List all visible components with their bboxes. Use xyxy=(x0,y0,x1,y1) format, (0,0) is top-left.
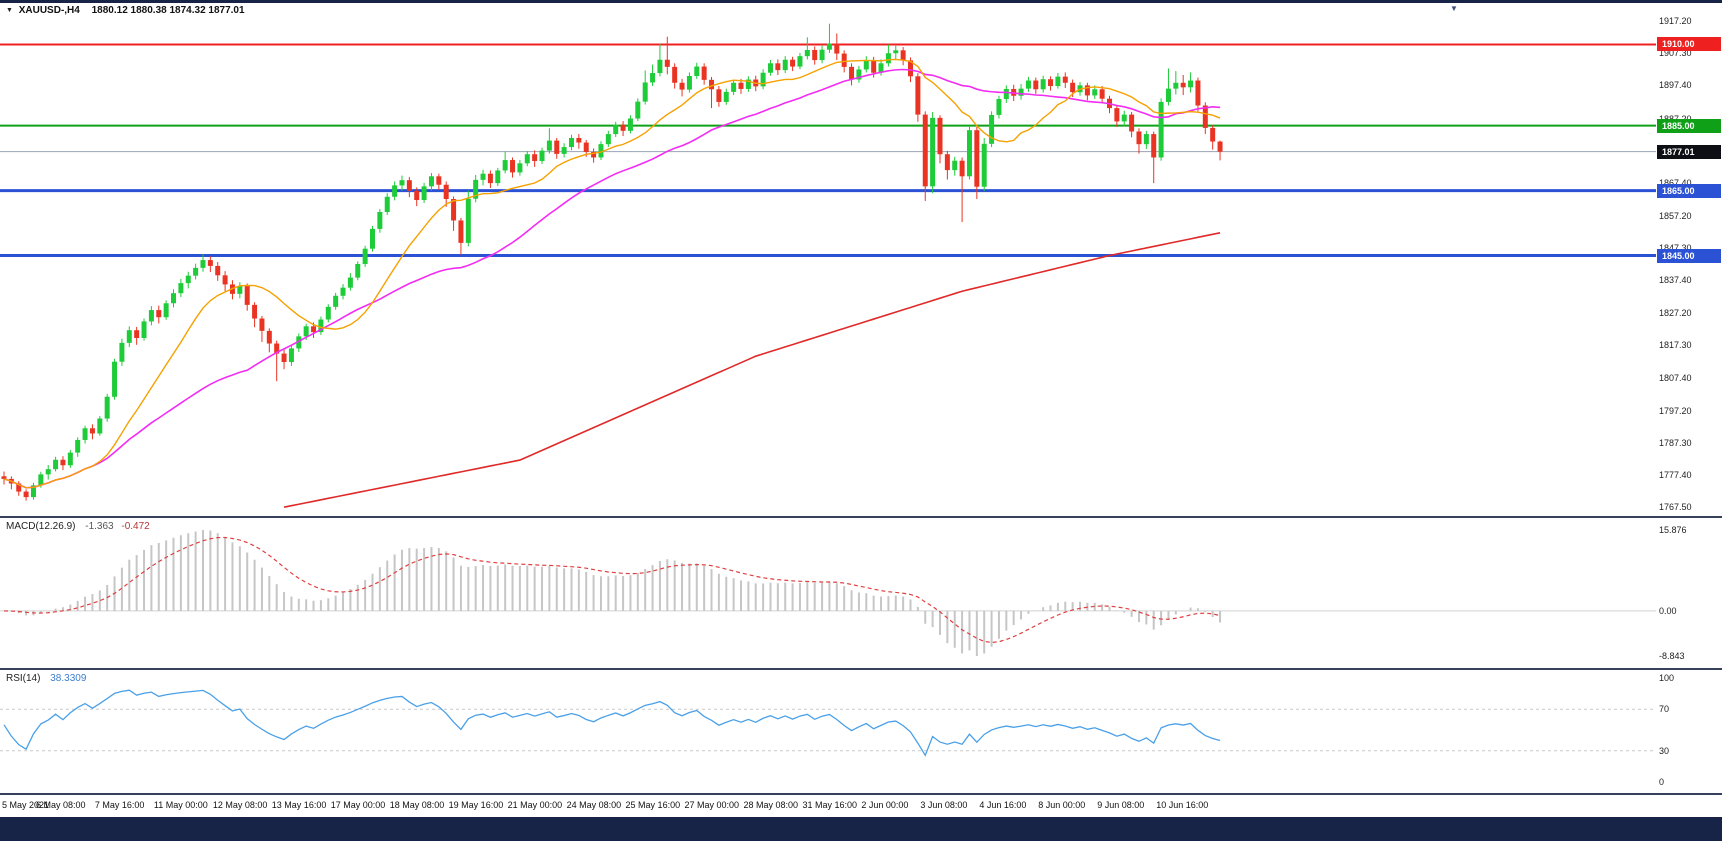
time-label: 25 May 16:00 xyxy=(625,800,681,810)
macd-histogram xyxy=(10,530,1222,656)
ohlc-values: 1880.12 1880.38 1874.32 1877.01 xyxy=(91,5,245,16)
time-label: 21 May 00:00 xyxy=(507,800,563,810)
ma-slow-line xyxy=(283,232,1221,508)
rsi-chart xyxy=(0,689,1656,757)
time-label: 28 May 08:00 xyxy=(743,800,799,810)
time-label: 31 May 16:00 xyxy=(802,800,857,810)
time-label: 4 Jun 16:00 xyxy=(979,800,1027,810)
macd-label: MACD(12.26.9) -1.363 -0.472 xyxy=(6,521,150,532)
candlestick-series xyxy=(1,23,1223,501)
rsi-name: RSI(14) xyxy=(6,673,41,684)
time-label: 6 May 08:00 xyxy=(35,800,86,810)
ma-fast-line xyxy=(3,58,1221,489)
panel-separator[interactable] xyxy=(0,668,1722,670)
macd-name: MACD(12.26.9) xyxy=(6,521,76,532)
symbol-dropdown-icon[interactable]: ▼ xyxy=(6,7,13,14)
time-label: 5 May 2021 xyxy=(2,800,50,810)
time-label: 9 Jun 08:00 xyxy=(1097,800,1145,810)
time-label: 13 May 16:00 xyxy=(271,800,327,810)
scroll-position-icon[interactable]: ▼ xyxy=(1450,4,1458,13)
rsi-label: RSI(14) 38.3309 xyxy=(6,673,86,684)
symbol-timeframe: XAUUSD-,H4 xyxy=(18,5,80,16)
main-chart-panel[interactable]: ▼ XAUUSD-,H4 1880.12 1880.38 1874.32 187… xyxy=(0,3,1722,516)
chart-title: ▼ XAUUSD-,H4 1880.12 1880.38 1874.32 187… xyxy=(6,5,245,16)
time-label: 12 May 08:00 xyxy=(212,800,268,810)
time-label: 2 Jun 00:00 xyxy=(861,800,909,810)
time-label: 19 May 16:00 xyxy=(448,800,504,810)
window-bottom-strip xyxy=(0,817,1722,841)
window-top-strip xyxy=(0,0,1722,3)
time-label: 11 May 00:00 xyxy=(153,800,208,810)
rsi-value: 38.3309 xyxy=(50,673,87,684)
time-label: 27 May 00:00 xyxy=(684,800,740,810)
horizontal-price-lines xyxy=(0,43,1656,258)
time-label: 3 Jun 08:00 xyxy=(920,800,968,810)
panel-separator[interactable] xyxy=(0,516,1722,518)
time-label: 24 May 08:00 xyxy=(566,800,622,810)
macd-signal-value: -0.472 xyxy=(121,521,150,532)
candlestick-chart[interactable] xyxy=(0,3,1722,516)
rsi-line xyxy=(3,689,1221,757)
rsi-panel: RSI(14) 38.3309 100 70 30 0 xyxy=(0,670,1722,793)
time-label: 18 May 08:00 xyxy=(389,800,445,810)
time-label: 8 Jun 00:00 xyxy=(1038,800,1086,810)
ma-mid-line xyxy=(3,68,1221,489)
time-label: 10 Jun 16:00 xyxy=(1156,800,1209,810)
macd-signal-line xyxy=(3,536,1221,644)
time-label: 7 May 16:00 xyxy=(94,800,145,810)
macd-chart xyxy=(0,530,1656,656)
macd-value: -1.363 xyxy=(85,521,114,532)
macd-panel: MACD(12.26.9) -1.363 -0.472 15.876 0.00 -8… xyxy=(0,518,1722,668)
panel-separator[interactable] xyxy=(0,793,1722,795)
time-axis[interactable]: 5 May 2021 6 May 08:00 7 May 16:00 11 May 0… xyxy=(0,795,1722,817)
time-label: 17 May 00:00 xyxy=(330,800,386,810)
